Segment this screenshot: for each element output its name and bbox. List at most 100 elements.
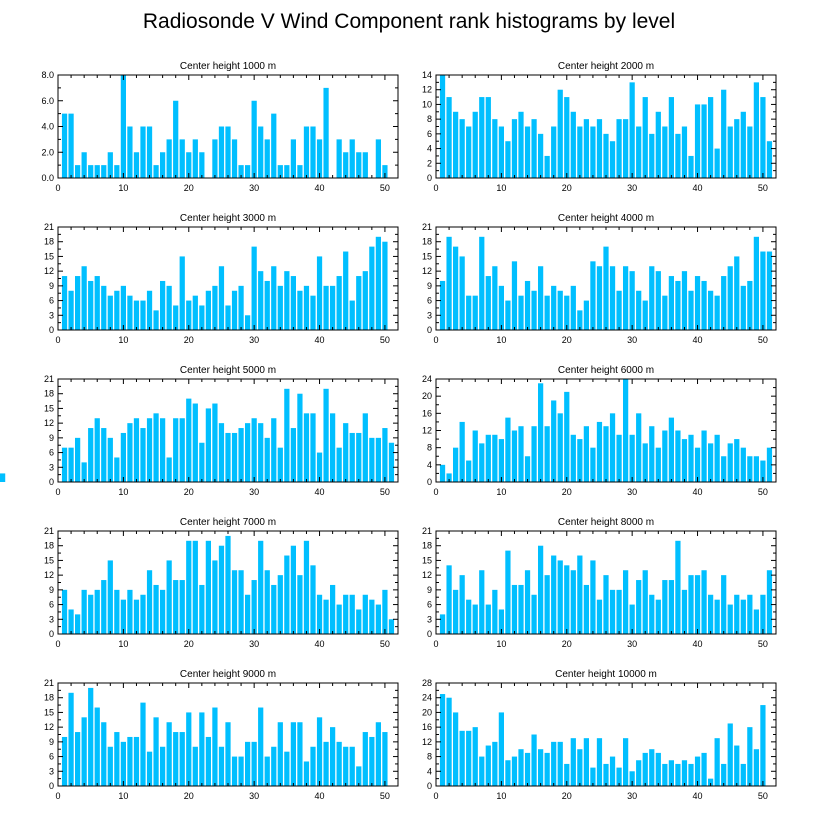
bar: [297, 722, 303, 786]
bar: [225, 535, 231, 634]
bar: [459, 730, 465, 786]
x-tick-label: 30: [627, 335, 637, 345]
x-tick-label: 10: [118, 791, 128, 801]
bar: [153, 584, 159, 634]
panel-title: Center height 3000 m: [180, 213, 276, 224]
y-tick-label: 12: [422, 266, 432, 276]
bar: [362, 732, 368, 786]
bar: [297, 290, 303, 330]
y-tick-label: 0: [49, 325, 54, 335]
x-tick-label: 10: [118, 335, 128, 345]
bar: [551, 126, 557, 178]
bar: [701, 104, 707, 178]
bar: [160, 280, 166, 330]
bar: [349, 746, 355, 786]
bar: [140, 428, 146, 482]
bar: [245, 594, 251, 634]
bar: [68, 113, 74, 178]
bar: [114, 165, 120, 178]
bar: [740, 111, 746, 178]
bar: [199, 442, 205, 482]
bar: [577, 439, 583, 482]
bar: [590, 560, 596, 634]
bar: [524, 570, 531, 634]
figure-title: Radiosonde V Wind Component rank histogr…: [143, 10, 675, 33]
bar: [140, 126, 146, 178]
bar: [747, 126, 753, 178]
bar: [238, 756, 244, 786]
bar: [271, 418, 277, 482]
bar: [349, 139, 355, 178]
bar: [583, 738, 589, 786]
bar: [538, 749, 544, 786]
bar: [68, 447, 74, 482]
bar: [343, 594, 349, 634]
bar: [564, 295, 570, 330]
bar: [323, 285, 329, 330]
bar: [753, 609, 759, 634]
bar: [173, 418, 179, 482]
bar: [747, 727, 753, 786]
bar: [727, 266, 733, 330]
bar: [362, 413, 368, 482]
bar: [538, 545, 544, 634]
bar: [310, 746, 316, 786]
x-tick-label: 30: [249, 639, 259, 649]
bar: [564, 391, 570, 482]
bar: [133, 418, 140, 482]
bar: [609, 756, 616, 786]
bar: [205, 290, 211, 330]
panel-title: Center height 10000 m: [555, 669, 657, 680]
bar: [382, 428, 388, 482]
bar: [583, 300, 589, 330]
bar: [277, 165, 283, 178]
y-tick-label: 12: [422, 426, 432, 436]
bar: [310, 295, 316, 330]
bar: [485, 604, 491, 634]
bar: [649, 426, 655, 482]
bar: [362, 152, 368, 178]
panel-title: Center height 9000 m: [180, 669, 276, 680]
bar: [727, 126, 733, 178]
x-tick-label: 0: [55, 183, 60, 193]
bar: [511, 756, 518, 786]
bar: [290, 545, 296, 634]
x-tick-label: 20: [184, 183, 194, 193]
bar: [94, 707, 100, 786]
bar: [107, 295, 113, 330]
bar: [310, 565, 316, 634]
bar: [231, 290, 238, 330]
y-tick-label: 3: [49, 766, 54, 776]
bar: [375, 437, 381, 482]
bar: [68, 692, 74, 786]
bar: [179, 139, 185, 178]
y-tick-label: 0.0: [41, 173, 54, 183]
panel-title: Center height 6000 m: [558, 365, 654, 376]
bar: [453, 712, 459, 786]
x-tick-label: 50: [380, 487, 390, 497]
bar: [101, 722, 107, 786]
bar: [511, 430, 518, 482]
bar: [544, 752, 550, 786]
bar: [531, 290, 537, 330]
y-tick-label: 4: [427, 766, 432, 776]
bar: [681, 126, 688, 178]
bar: [498, 439, 504, 482]
bar: [688, 763, 694, 786]
bar: [179, 418, 185, 482]
bar: [277, 722, 283, 786]
bar: [205, 736, 211, 786]
bar: [577, 126, 583, 178]
bar: [277, 447, 283, 482]
bar: [245, 741, 251, 786]
bar: [570, 738, 576, 786]
bar: [570, 285, 576, 330]
y-tick-label: 12: [422, 570, 432, 580]
y-tick-label: 6: [427, 296, 432, 306]
bar: [166, 457, 172, 482]
bar: [701, 430, 707, 482]
panel-5: Center height 5000 m 0 10 20 30 40 50 0 3 6 9 12 15 1…: [44, 365, 399, 497]
bar: [766, 141, 773, 178]
x-tick-label: 10: [118, 639, 128, 649]
bar: [649, 749, 655, 786]
